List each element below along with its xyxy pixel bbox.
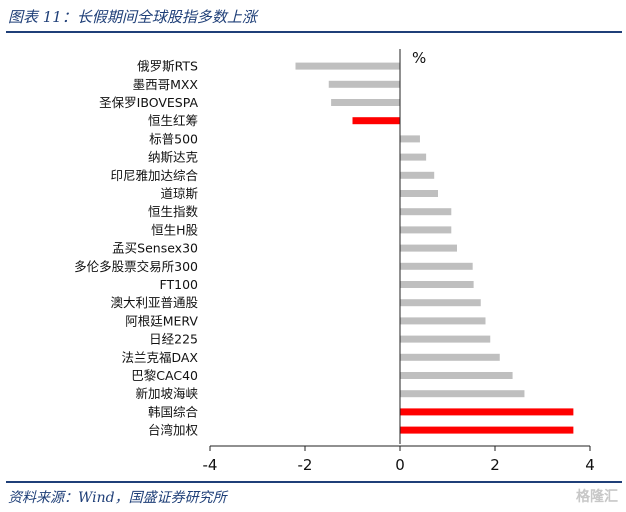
category-label: 法兰克福DAX <box>121 350 198 365</box>
source-note: 资料来源：Wind，国盛证券研究所 <box>8 490 227 506</box>
x-tick-label: 0 <box>395 456 405 474</box>
bar-7 <box>400 190 438 197</box>
category-label: 俄罗斯RTS <box>137 59 198 74</box>
category-label: 台湾加权 <box>148 423 199 438</box>
category-label: 澳大利亚普通股 <box>110 295 198 310</box>
bar-9 <box>400 226 452 234</box>
x-axis: -4 -2 0 2 4 <box>203 49 595 474</box>
bar-20 <box>400 426 574 434</box>
bar-3 <box>352 117 400 125</box>
x-tick-label: 4 <box>585 456 595 474</box>
bars-group <box>295 62 574 434</box>
category-label: 孟买Sensex30 <box>112 241 198 256</box>
source-rule <box>6 481 622 483</box>
bar-2 <box>331 99 400 106</box>
x-tick-label: -2 <box>298 456 313 474</box>
category-label: 墨西哥MXX <box>133 77 199 92</box>
bar-17 <box>400 372 513 379</box>
unit-label: % <box>412 49 426 67</box>
bar-10 <box>400 244 457 252</box>
category-label: 韩国综合 <box>148 404 199 419</box>
category-label: 标普500 <box>149 131 198 146</box>
x-tick-label: -4 <box>203 456 218 474</box>
bar-15 <box>400 335 491 343</box>
x-tick-label: 2 <box>490 456 500 474</box>
category-label: 多伦多股票交易所300 <box>74 259 198 274</box>
bar-16 <box>400 353 500 361</box>
bar-6 <box>400 171 435 179</box>
category-label: 巴黎CAC40 <box>131 368 198 383</box>
bar-13 <box>400 299 481 307</box>
category-label: 恒生H股 <box>151 222 198 237</box>
watermark-logo: 格隆汇 <box>576 489 618 505</box>
bar-14 <box>400 317 486 325</box>
bar-0 <box>295 62 400 70</box>
bar-12 <box>400 281 474 288</box>
category-label: 圣保罗IBOVESPA <box>99 95 198 110</box>
category-label: FT100 <box>160 277 199 292</box>
category-label: 纳斯达克 <box>148 150 198 165</box>
bar-4 <box>400 135 420 143</box>
category-label: 恒生红筹 <box>148 113 198 128</box>
bar-18 <box>400 390 525 398</box>
bar-1 <box>328 80 400 88</box>
category-label: 道琼斯 <box>160 186 198 201</box>
bar-5 <box>400 153 427 161</box>
category-label: 印尼雅加达综合 <box>110 168 198 183</box>
category-label: 阿根廷MERV <box>125 313 198 328</box>
title-rule <box>6 31 622 33</box>
category-label: 新加坡海峡 <box>135 386 198 401</box>
bar-19 <box>400 408 574 416</box>
category-label: 恒生指数 <box>148 204 199 219</box>
bar-8 <box>400 208 452 216</box>
category-label: 日经225 <box>149 332 198 347</box>
bar-11 <box>400 262 473 270</box>
figure-title: 图表 11：长假期间全球股指多数上涨 <box>8 8 257 26</box>
